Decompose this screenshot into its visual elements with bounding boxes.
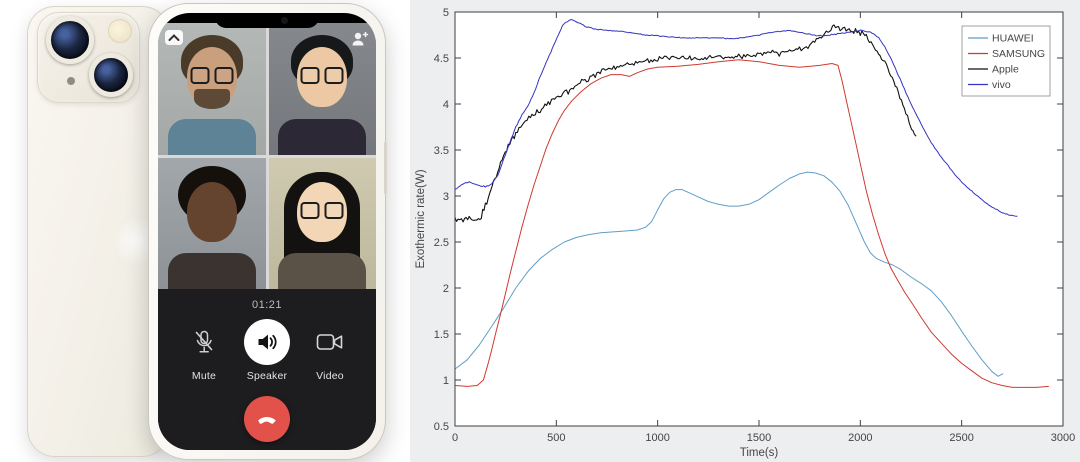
avatar-beard xyxy=(193,89,230,109)
camera-lens-icon xyxy=(89,53,133,97)
iphone-back xyxy=(27,6,170,457)
avatar-body xyxy=(278,253,367,289)
y-tick-label: 5 xyxy=(443,7,449,19)
x-tick-label: 2000 xyxy=(848,432,872,444)
phone-handset-icon xyxy=(258,416,276,424)
y-tick-label: 4.5 xyxy=(434,53,449,65)
glasses-icon xyxy=(300,201,344,219)
x-tick-label: 0 xyxy=(452,432,458,444)
series-line-Apple xyxy=(454,24,917,223)
call-timer: 01:21 xyxy=(251,299,283,311)
exothermic-rate-chart: 0 500 1000 1500 2000 2500 3000 0.5 1 1.5 2 2.5 3 3.5 4… xyxy=(410,0,1080,462)
camera-module xyxy=(37,12,140,103)
y-tick-label: 3.5 xyxy=(434,145,449,157)
plot-border xyxy=(454,11,1064,427)
series-line-vivo xyxy=(454,19,1018,217)
legend-label-vivo: vivo xyxy=(992,79,1011,91)
speaker-icon xyxy=(258,334,277,350)
mic-off-icon xyxy=(195,330,213,353)
call-controls-row: Mute Speaker xyxy=(158,319,376,382)
video-label: Video xyxy=(316,370,344,382)
speaker-button[interactable]: Speaker xyxy=(241,319,293,382)
front-camera-icon xyxy=(281,17,288,24)
phone-screen: 01:21 Mute xyxy=(158,13,376,450)
iphone-front: 01:21 Mute xyxy=(148,3,387,460)
avatar-body xyxy=(167,118,256,155)
x-axis-label: Time(s) xyxy=(740,447,779,459)
video-camera-icon xyxy=(316,334,343,350)
avatar-face xyxy=(297,181,348,242)
avatar-face xyxy=(297,47,348,107)
avatar-body xyxy=(167,253,256,289)
camera-lens-icon xyxy=(46,16,94,64)
microphone-dot-icon xyxy=(67,77,75,85)
avatar-face xyxy=(186,181,237,242)
series-line-HUAWEI xyxy=(454,171,1004,377)
participant-video-tile xyxy=(158,157,266,289)
call-controls-panel: 01:21 Mute xyxy=(158,289,376,450)
y-tick-label: 2 xyxy=(443,283,449,295)
x-tick-label: 1500 xyxy=(747,432,771,444)
collapse-button[interactable] xyxy=(165,30,183,45)
y-tick-label: 1 xyxy=(443,375,449,387)
side-button xyxy=(384,142,387,194)
y-tick-label: 3 xyxy=(443,191,449,203)
video-button[interactable]: Video xyxy=(304,319,356,382)
y-tick-label: 2.5 xyxy=(434,237,449,249)
x-tick-label: 3000 xyxy=(1051,432,1075,444)
x-tick-label: 500 xyxy=(547,432,565,444)
add-participant-button[interactable] xyxy=(350,30,370,48)
x-tick-label: 2500 xyxy=(949,432,973,444)
glasses-icon xyxy=(300,67,344,84)
flash-icon xyxy=(108,19,132,43)
legend-label-Apple: Apple xyxy=(992,64,1019,76)
series-line-SAMSUNG xyxy=(454,59,1049,388)
mute-button[interactable]: Mute xyxy=(178,319,230,382)
y-tick-label: 1.5 xyxy=(434,329,449,341)
speaker-label: Speaker xyxy=(246,370,288,382)
legend: HUAWEI SAMSUNG Apple vivo xyxy=(961,25,1051,97)
mute-label: Mute xyxy=(191,370,217,382)
y-axis-label: Exothermic rate(W) xyxy=(415,169,427,268)
y-tick-label: 0.5 xyxy=(434,421,449,433)
glasses-icon xyxy=(190,67,234,84)
x-tick-label: 1000 xyxy=(645,432,669,444)
legend-label-HUAWEI: HUAWEI xyxy=(992,33,1034,45)
participant-video-tile xyxy=(268,23,376,155)
end-call-button[interactable] xyxy=(244,396,290,442)
participant-video-tile xyxy=(268,157,376,289)
participant-video-tile xyxy=(158,23,266,155)
video-call-grid xyxy=(158,23,376,289)
notch xyxy=(215,13,319,28)
chevron-up-icon xyxy=(168,34,180,41)
y-tick-label: 4 xyxy=(443,99,449,111)
add-person-icon xyxy=(352,31,369,46)
legend-label-SAMSUNG: SAMSUNG xyxy=(992,48,1045,60)
avatar-body xyxy=(278,118,367,155)
